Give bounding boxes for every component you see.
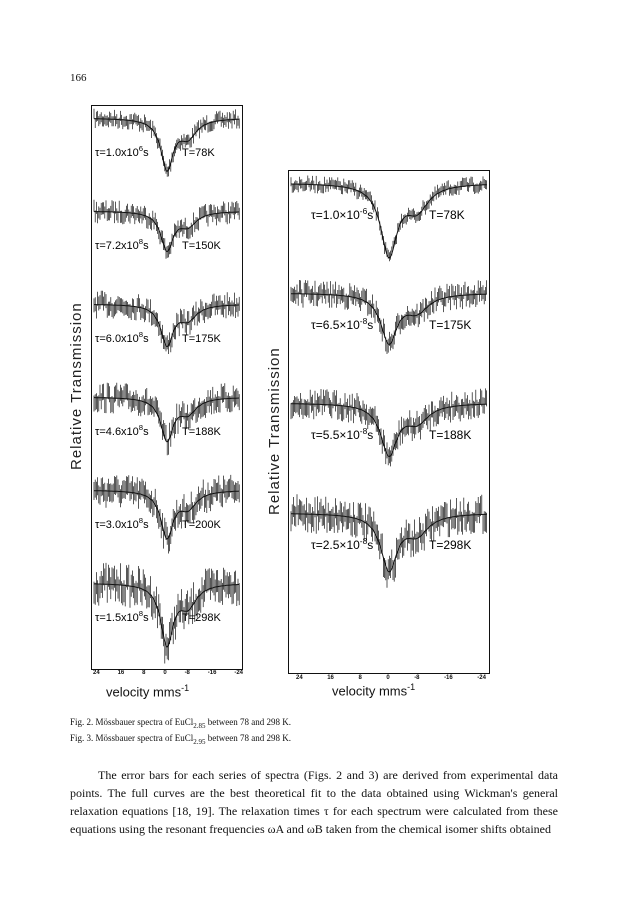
page-number: 166 xyxy=(70,72,87,84)
fig2-tick-labels: 24 16 8 0 -8 -16 -24 xyxy=(93,670,243,676)
fig2-temperature-label: T=298K xyxy=(182,612,221,624)
fig3-x-axis-label: velocity mms-1 xyxy=(332,682,416,699)
fig2-spectrum: τ=1.5x108s T=298K xyxy=(93,562,240,664)
fig3-spectrum: τ=6.5×10-8s T=175K xyxy=(290,280,487,354)
fig2-fit-curve xyxy=(94,304,240,348)
fig2-fit-curve xyxy=(94,397,240,443)
fig2-tau-label: τ=1.0x106s xyxy=(95,144,149,159)
fig3-spectra-svg: τ=1.0×10-6s T=78K τ=6.5×10-8s T=175K τ=5.5×1… xyxy=(290,175,487,588)
fig3-tick: -24 xyxy=(477,675,486,681)
fig2-caption: Fig. 2. Mössbauer spectra of EuCl2.85 be… xyxy=(70,717,291,730)
fig2-temperature-label: T=150K xyxy=(182,240,221,252)
fig3-fit-curve xyxy=(291,513,487,573)
fig3-tick: -8 xyxy=(414,675,420,681)
fig2-tau-label: τ=7.2x108s xyxy=(95,237,149,252)
fig2-error-bars xyxy=(93,474,240,554)
fig3-error-bars xyxy=(290,494,487,588)
fig2-tick: 8 xyxy=(142,670,146,676)
fig3-spectrum: τ=2.5×10-8s T=298K xyxy=(290,494,487,588)
fig3-spectrum: τ=1.0×10-6s T=78K xyxy=(290,175,487,262)
fig3-error-bars xyxy=(290,280,487,354)
body-paragraph: The error bars for each series of spectr… xyxy=(70,768,558,836)
fig3-tick: -16 xyxy=(444,675,453,681)
fig2-spectra-svg: τ=1.0x106s T=78K τ=7.2x108s T=150K τ=6.0x108… xyxy=(93,108,240,664)
fig2-spectrum: τ=1.0x106s T=78K xyxy=(93,108,240,177)
fig3-fit-curve xyxy=(291,183,487,259)
fig3-fit-curve xyxy=(291,403,487,458)
fig2-error-bars xyxy=(93,562,240,664)
fig3-temperature-label: T=78K xyxy=(429,208,465,222)
fig3-temperature-label: T=175K xyxy=(429,318,471,332)
fig2-tick: -8 xyxy=(184,670,190,676)
fig3-tick: 24 xyxy=(296,675,303,681)
fig3-spectrum: τ=5.5×10-8s T=188K xyxy=(290,388,487,467)
fig2-spectrum: τ=6.0x108s T=175K xyxy=(93,290,240,354)
fig3-caption: Fig. 3. Mössbauer spectra of EuCl2.95 be… xyxy=(70,733,291,746)
fig2-error-bars xyxy=(93,199,240,259)
fig2-spectrum: τ=3.0x108s T=200K xyxy=(93,474,240,554)
fig2-tau-label: τ=3.0x108s xyxy=(95,516,149,531)
fig2-fit-curve xyxy=(94,583,240,648)
fig2-temperature-label: T=175K xyxy=(182,333,221,345)
fig3-fit-curve xyxy=(291,293,487,345)
fig3-y-axis-label: Relative Transmission xyxy=(266,347,283,515)
fig3-temperature-label: T=298K xyxy=(429,538,471,552)
fig2-error-bars xyxy=(93,290,240,354)
fig2-plot-panel: τ=1.0x106s T=78K τ=7.2x108s T=150K τ=6.0x108… xyxy=(91,105,243,670)
fig2-tau-label: τ=1.5x108s xyxy=(95,609,149,624)
fig2-tick: -24 xyxy=(234,670,243,676)
figure-2: Relative Transmission τ=1.0x106s T=78K τ=7… xyxy=(66,105,256,705)
fig2-temperature-label: T=200K xyxy=(182,519,221,531)
fig2-temperature-label: T=78K xyxy=(182,147,215,159)
fig2-fit-curve xyxy=(94,490,240,540)
fig2-spectrum: τ=4.6x108s T=188K xyxy=(93,382,240,456)
fig3-tick: 8 xyxy=(358,675,362,681)
fig2-tick: 16 xyxy=(117,670,125,676)
fig3-tau-label: τ=2.5×10-8s xyxy=(311,536,373,552)
fig3-tau-label: τ=6.5×10-8s xyxy=(311,316,373,332)
fig3-tau-label: τ=5.5×10-8s xyxy=(311,426,373,442)
fig3-tick: 16 xyxy=(327,675,334,681)
fig2-fit-curve xyxy=(93,118,240,173)
fig2-x-axis-label: velocity mms-1 xyxy=(106,683,190,700)
fig2-y-axis-label: Relative Transmission xyxy=(68,302,85,470)
fig3-plot-panel: τ=1.0×10-6s T=78K τ=6.5×10-8s T=175K τ=5.5×1… xyxy=(288,170,490,674)
fig3-temperature-label: T=188K xyxy=(429,428,471,442)
fig3-tick: 0 xyxy=(386,675,390,681)
fig2-fit-curve xyxy=(94,211,240,253)
fig2-tick: 0 xyxy=(163,670,167,676)
fig3-tau-label: τ=1.0×10-6s xyxy=(311,206,373,222)
fig2-tick: 24 xyxy=(93,670,100,676)
fig3-tick-labels: 24 16 8 0 -8 -16 -24 xyxy=(296,675,486,681)
fig2-tau-label: τ=6.0x108s xyxy=(95,330,149,345)
figure-3: Relative Transmission τ=1.0×10-6s T=78K τ=… xyxy=(262,170,500,705)
fig2-error-bars xyxy=(93,382,240,456)
fig2-tau-label: τ=4.6x108s xyxy=(95,423,149,438)
fig2-temperature-label: T=188K xyxy=(182,426,221,438)
fig2-spectrum: τ=7.2x108s T=150K xyxy=(93,199,240,259)
fig2-tick: -16 xyxy=(207,670,217,676)
